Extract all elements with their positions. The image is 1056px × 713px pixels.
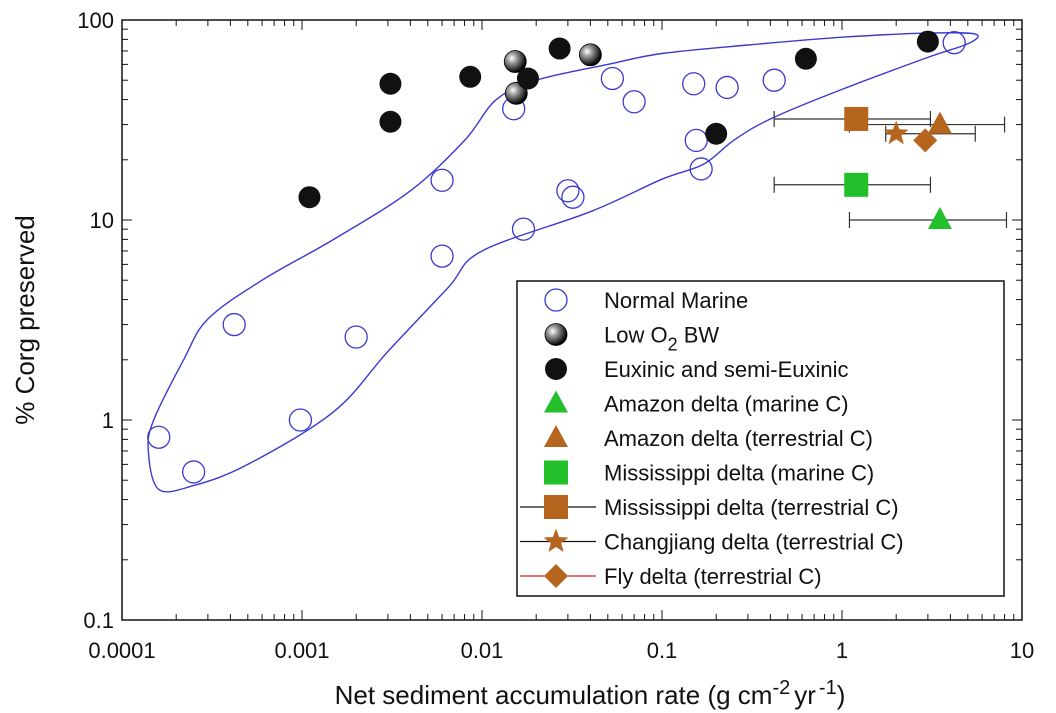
legend-label: Mississippi delta (marine C) xyxy=(604,461,874,486)
legend-marker xyxy=(544,288,568,312)
point-normal-marine xyxy=(344,325,368,349)
y-tick-label: 0.1 xyxy=(83,608,114,633)
point-normal-marine xyxy=(561,185,585,209)
point-euxinic-and-semi-euxinic xyxy=(516,67,539,90)
data-points xyxy=(147,30,966,484)
x-tick-label: 0.01 xyxy=(461,638,504,663)
point-normal-marine xyxy=(715,75,739,100)
x-tick-label: 0.1 xyxy=(647,638,678,663)
point-normal-marine xyxy=(181,460,206,484)
legend-marker xyxy=(544,495,568,519)
point-euxinic-and-semi-euxinic xyxy=(916,30,939,53)
axis-ticks xyxy=(121,20,1022,621)
point-normal-marine xyxy=(511,217,536,241)
point-euxinic-and-semi-euxinic xyxy=(705,122,728,145)
legend-item: Changjiang delta (terrestrial C) xyxy=(520,528,904,555)
error-bars xyxy=(773,110,1008,228)
legend-marker xyxy=(544,425,568,447)
point-normal-marine xyxy=(762,68,786,92)
point-low-o2-bw xyxy=(578,43,602,67)
point-euxinic-and-semi-euxinic xyxy=(379,72,402,95)
point-normal-marine xyxy=(288,408,313,432)
legend-label: Amazon delta (terrestrial C) xyxy=(604,426,873,451)
point-normal-marine xyxy=(430,244,454,268)
legend-item: Mississippi delta (terrestrial C) xyxy=(520,495,899,520)
legend-marker xyxy=(544,390,568,413)
point-normal-marine xyxy=(689,157,713,181)
point-normal-marine xyxy=(147,425,171,449)
y-axis-title: % Corg preserved xyxy=(10,215,40,425)
legend-label: Euxinic and semi-Euxinic xyxy=(604,357,849,382)
x-tick-labels: 0.0001 0.001 0.01 0.1 1 10 xyxy=(88,638,1034,663)
x-tick-label: 0.0001 xyxy=(88,638,155,663)
point-normal-marine xyxy=(622,90,646,114)
y-tick-labels: 0.1 1 10 100 xyxy=(77,8,114,633)
point-normal-marine xyxy=(556,179,580,203)
legend-box xyxy=(516,280,1005,597)
x-tick-label: 0.001 xyxy=(274,638,329,663)
point-normal-marine xyxy=(682,72,706,96)
point-normal-marine xyxy=(222,312,246,337)
y-tick-label: 1 xyxy=(102,408,114,433)
x-axis-title: Net sediment accumulation rate (g cm-2 yr… xyxy=(335,677,846,710)
point-euxinic-and-semi-euxinic xyxy=(459,65,482,88)
point-normal-marine xyxy=(684,128,708,153)
point-euxinic-and-semi-euxinic xyxy=(298,186,321,209)
legend-item: Amazon delta (terrestrial C) xyxy=(544,425,873,451)
point-amazon-delta-marine-c xyxy=(927,207,952,229)
point-normal-marine xyxy=(430,168,454,192)
legend-marker xyxy=(544,460,568,485)
legend-label: Low O2 BW xyxy=(604,323,719,355)
point-euxinic-and-semi-euxinic xyxy=(379,110,402,133)
legend-item: Mississippi delta (marine C) xyxy=(544,460,874,486)
y-tick-label: 10 xyxy=(90,208,114,233)
legend-marker xyxy=(543,528,569,552)
legend-item: Euxinic and semi-Euxinic xyxy=(545,357,849,382)
point-normal-marine xyxy=(600,66,625,91)
legend-item: Normal Marine xyxy=(544,288,748,313)
point-mississippi-delta-terrestrial-c xyxy=(844,106,869,131)
legend-label: Fly delta (terrestrial C) xyxy=(604,564,822,589)
point-changjiang-delta-terrestrial-c xyxy=(883,120,909,145)
legend-item: Fly delta (terrestrial C) xyxy=(520,564,822,589)
point-normal-marine xyxy=(942,31,966,55)
x-tick-label: 10 xyxy=(1010,638,1034,663)
legend-marker xyxy=(545,358,567,380)
point-euxinic-and-semi-euxinic xyxy=(548,37,571,60)
legend-label: Changjiang delta (terrestrial C) xyxy=(604,530,904,555)
legend-item: Amazon delta (marine C) xyxy=(544,390,849,417)
point-low-o2-bw xyxy=(503,50,527,73)
legend-label: Amazon delta (marine C) xyxy=(604,392,849,417)
point-amazon-delta-terrestrial-c xyxy=(927,111,952,134)
legend-label: Mississippi delta (terrestrial C) xyxy=(604,495,899,520)
legend-item: Low O2 BW xyxy=(544,323,719,355)
legend-marker xyxy=(544,323,568,346)
legend-marker xyxy=(544,564,568,588)
y-tick-label: 100 xyxy=(77,8,114,33)
point-low-o2-bw xyxy=(504,81,528,105)
x-tick-label: 1 xyxy=(836,638,848,663)
point-euxinic-and-semi-euxinic xyxy=(794,47,817,70)
plot-area xyxy=(121,19,1023,621)
point-fly-delta-terrestrial-c xyxy=(913,128,938,153)
point-mississippi-delta-marine-c xyxy=(844,172,869,197)
legend-label: Normal Marine xyxy=(604,288,748,313)
